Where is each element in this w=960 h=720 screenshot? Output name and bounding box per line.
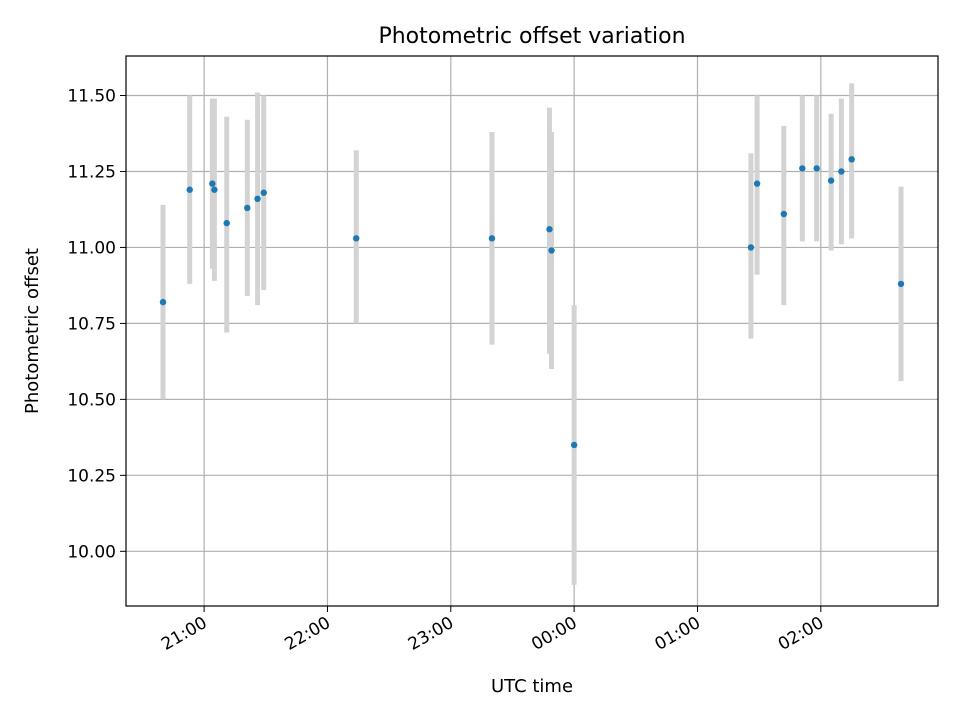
data-point — [753, 180, 761, 187]
x-tick-label: 23:00 — [405, 613, 457, 655]
data-point — [244, 204, 251, 212]
data-point — [747, 244, 755, 251]
y-tick-label: 10.00 — [67, 542, 116, 562]
data-point — [548, 247, 555, 254]
x-tick-label: 01:00 — [652, 613, 704, 655]
x-tick-label: 00:00 — [528, 613, 580, 655]
x-tick-label: 21:00 — [158, 613, 210, 655]
data-point — [211, 186, 218, 193]
x-tick-label: 22:00 — [282, 613, 334, 655]
data-point — [780, 210, 788, 218]
y-tick-label: 10.75 — [67, 314, 116, 334]
data-point — [488, 235, 496, 242]
chart-title: Photometric offset variation — [378, 24, 685, 49]
data-point — [546, 226, 553, 233]
x-axis-label: UTC time — [491, 676, 573, 697]
plot-frame — [125, 55, 939, 607]
data-point — [848, 156, 855, 163]
data-point — [254, 195, 261, 203]
data-point — [260, 189, 267, 196]
data-point — [799, 165, 806, 172]
data-point — [209, 180, 216, 187]
data-point — [186, 186, 193, 193]
data-point — [897, 280, 905, 288]
data-point — [813, 165, 820, 172]
y-tick-label: 11.00 — [67, 238, 116, 258]
y-tick-label: 11.50 — [67, 87, 116, 107]
data-point — [570, 441, 578, 449]
y-tick-label: 11.25 — [67, 162, 116, 182]
data-point — [353, 235, 360, 242]
data-point — [159, 298, 167, 306]
data-point — [827, 177, 835, 184]
data-point — [223, 219, 230, 227]
error-bars — [160, 83, 904, 585]
y-tick-label: 10.50 — [67, 390, 116, 410]
x-tick-label: 02:00 — [775, 613, 827, 655]
data-point — [838, 168, 845, 175]
y-tick-label: 10.25 — [67, 466, 116, 486]
data-points — [159, 156, 905, 449]
y-axis-label: Photometric offset — [22, 248, 43, 414]
